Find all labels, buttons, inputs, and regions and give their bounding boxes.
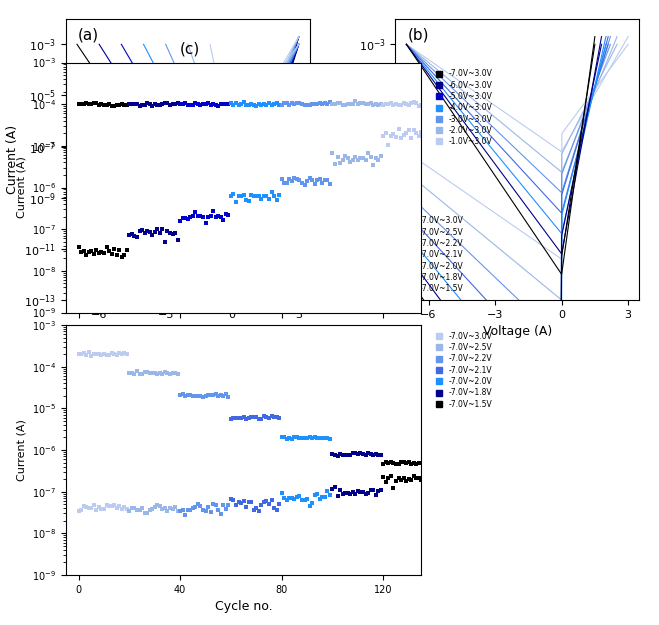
X-axis label: Voltage (A): Voltage (A) [482,325,552,338]
Y-axis label: Current (A): Current (A) [335,125,348,194]
Y-axis label: Current (A): Current (A) [16,419,26,481]
X-axis label: Cycle no.: Cycle no. [215,600,272,613]
Legend: -7.0V~3.0V, -7.0V~2.5V, -7.0V~2.2V, -7.0V~2.1V, -7.0V~2.0V, -7.0V~1.8V, -7.0V~1.: -7.0V~3.0V, -7.0V~2.5V, -7.0V~2.2V, -7.0… [432,329,496,412]
Legend: -7.0V~3.0V, -6.0V~3.0V, -5.0V~3.0V, -4.0V~3.0V, -3.0V~3.0V, -2.0V~3.0V, -1.0V~3.: -7.0V~3.0V, -6.0V~3.0V, -5.0V~3.0V, -4.0… [70,213,137,296]
Legend: -7.0V~3.0V, -7.0V~2.5V, -7.0V~2.2V, -7.0V~2.1V, -7.0V~2.0V, -7.0V~1.8V, -7.0V~1.: -7.0V~3.0V, -7.0V~2.5V, -7.0V~2.2V, -7.0… [399,213,467,296]
Y-axis label: Current (A): Current (A) [6,125,18,194]
Text: (b): (b) [407,27,429,42]
Text: (a): (a) [78,27,100,42]
Legend: -7.0V~3.0V, -6.0V~3.0V, -5.0V~3.0V, -4.0V~3.0V, -3.0V~3.0V, -2.0V~3.0V, -1.0V~3.: -7.0V~3.0V, -6.0V~3.0V, -5.0V~3.0V, -4.0… [432,66,496,149]
X-axis label: Voltage (A): Voltage (A) [154,325,223,338]
Y-axis label: Current (A): Current (A) [16,156,26,218]
Text: (c): (c) [180,41,200,56]
